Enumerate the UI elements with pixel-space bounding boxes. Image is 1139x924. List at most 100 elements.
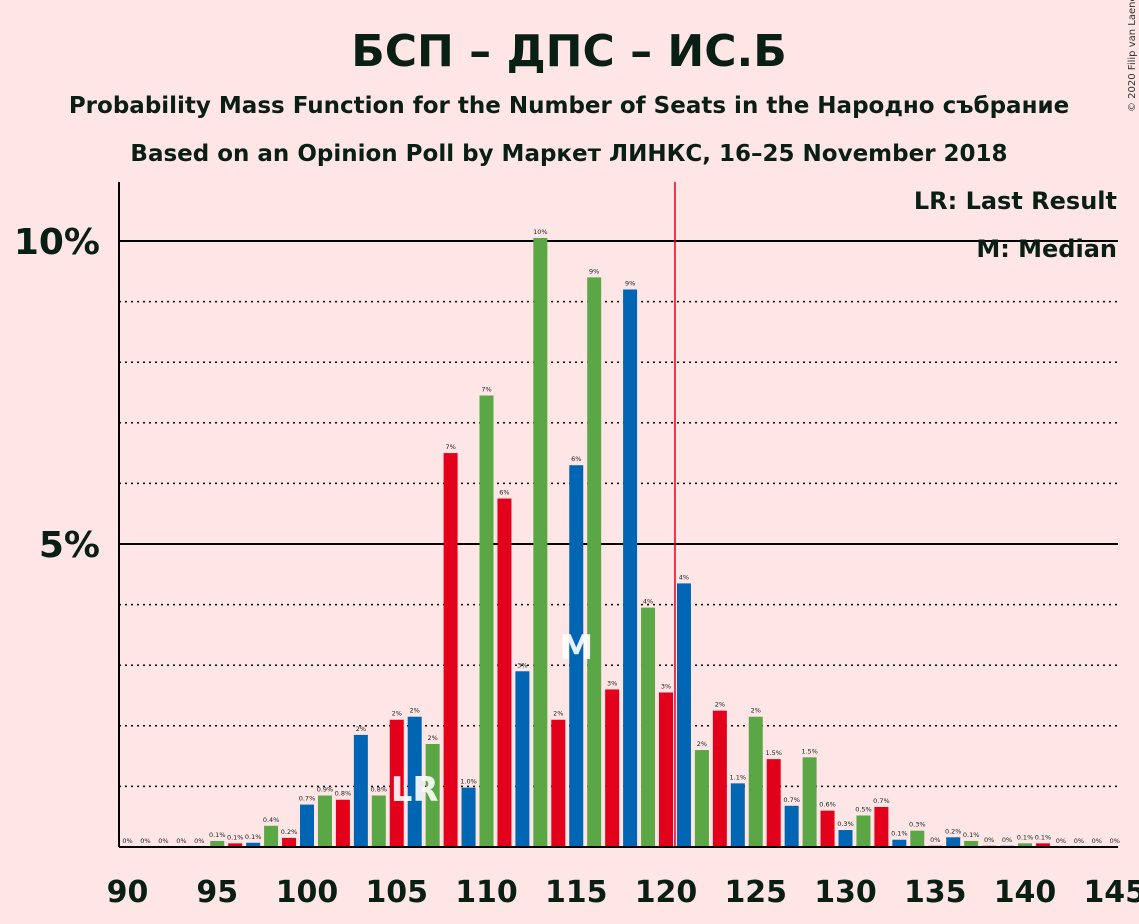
- bar-seat-129: [820, 810, 835, 847]
- x-tick-label: 95: [196, 875, 238, 910]
- x-tick-labels: 90 95 100 105 110 115 120 125 130 135 140 145: [107, 875, 1139, 910]
- data-label-seat-126: 1.5%: [765, 749, 782, 757]
- data-label-seat-104: 0.8%: [371, 785, 388, 793]
- x-tick-label: 120: [635, 875, 698, 910]
- bar-seat-114: [551, 719, 566, 847]
- x-tick-label: 105: [365, 875, 428, 910]
- x-tick-label: 110: [455, 875, 518, 910]
- bar-seat-103: [353, 734, 368, 847]
- data-label-seat-120: 3%: [661, 682, 671, 690]
- bar-seat-136: [946, 837, 961, 847]
- data-label-seat-107: 2%: [427, 734, 437, 742]
- copyright-note: © 2020 Filip van Laenen: [1127, 0, 1138, 112]
- data-label-seat-138: 0%: [984, 836, 994, 844]
- bar-seat-106: [407, 716, 422, 847]
- y-tick-label: 5%: [39, 525, 100, 566]
- bar-seat-113: [533, 237, 548, 848]
- bar-seat-134: [910, 830, 925, 847]
- bar-seat-110: [479, 395, 494, 847]
- data-label-seat-96: 0.1%: [227, 833, 244, 841]
- data-label-seat-115: 6%: [571, 455, 581, 463]
- bar-seat-121: [676, 583, 691, 847]
- data-label-seat-134: 0.3%: [909, 821, 926, 829]
- data-label-seat-113: 10%: [533, 228, 547, 236]
- legend-median: M: Median: [976, 235, 1117, 263]
- data-label-seat-130: 0.3%: [837, 820, 854, 828]
- data-labels-group: 0% 0% 0% 0% 0%0.1% 0.1% 0.1%0.4%0.2%0.7%0.9%0.…: [122, 228, 1120, 845]
- bars-group: [210, 237, 1050, 848]
- bar-seat-112: [515, 671, 530, 847]
- data-label-seat-135: 0%: [930, 836, 940, 844]
- bar-seat-98: [264, 825, 279, 847]
- x-tick-label: 125: [724, 875, 787, 910]
- chart-subtitle-source: Based on an Opinion Poll by Маркет ЛИНКС…: [130, 141, 1007, 167]
- bar-seat-101: [317, 795, 332, 847]
- bar-seat-105: [389, 719, 404, 847]
- bar-seat-130: [838, 830, 853, 847]
- data-label-seat-140: 0.1%: [1017, 833, 1034, 841]
- bar-seat-109: [461, 787, 476, 847]
- bar-seat-140: [1018, 843, 1032, 847]
- data-label-seat-110: 7%: [481, 386, 491, 394]
- data-label-seat-121: 4%: [679, 573, 689, 581]
- bar-seat-141: [1035, 843, 1050, 847]
- legend-last-result: LR: Last Result: [914, 187, 1117, 215]
- data-label-seat-117: 3%: [607, 679, 617, 687]
- data-label-seat-116: 9%: [589, 267, 599, 275]
- data-label-seat-114: 2%: [553, 710, 563, 718]
- data-label-seat-91: 0%: [140, 837, 150, 845]
- bar-seat-100: [300, 804, 314, 847]
- markers-group: LR M: [391, 628, 593, 810]
- median-marker: M: [559, 628, 593, 668]
- y-tick-label: 10%: [14, 222, 100, 263]
- data-label-seat-103: 2%: [356, 725, 366, 733]
- data-label-seat-99: 0.2%: [281, 828, 298, 836]
- bar-seat-128: [802, 757, 817, 847]
- bar-seat-95: [210, 840, 225, 847]
- data-label-seat-93: 0%: [176, 837, 186, 845]
- bar-seat-107: [425, 743, 440, 847]
- bar-seat-131: [856, 815, 871, 847]
- data-label-seat-98: 0.4%: [263, 816, 280, 824]
- data-label-seat-90: 0%: [122, 837, 132, 845]
- bar-seat-133: [892, 839, 907, 847]
- data-label-seat-137: 0.1%: [963, 831, 980, 839]
- data-label-seat-92: 0%: [158, 837, 168, 845]
- bar-seat-96: [228, 843, 243, 847]
- bar-seat-123: [712, 710, 727, 847]
- bar-seat-126: [766, 759, 781, 847]
- data-label-seat-97: 0.1%: [245, 833, 262, 841]
- x-tick-label: 130: [814, 875, 877, 910]
- bar-seat-124: [730, 783, 745, 847]
- data-label-seat-123: 2%: [715, 701, 725, 709]
- bar-seat-108: [443, 453, 458, 847]
- bar-seat-97: [246, 842, 261, 847]
- bar-seat-111: [497, 498, 512, 847]
- bar-seat-127: [784, 805, 799, 847]
- data-label-seat-105: 2%: [392, 710, 402, 718]
- data-label-seat-144: 0%: [1092, 837, 1102, 845]
- data-label-seat-94: 0%: [194, 837, 204, 845]
- data-label-seat-127: 0.7%: [783, 796, 800, 804]
- x-tick-label: 115: [545, 875, 608, 910]
- bar-seat-118: [623, 289, 638, 848]
- data-label-seat-106: 2%: [410, 707, 420, 715]
- bar-seat-119: [641, 607, 656, 847]
- bar-seat-137: [964, 840, 979, 847]
- data-label-seat-119: 4%: [643, 598, 653, 606]
- data-label-seat-95: 0.1%: [209, 831, 226, 839]
- x-tick-label: 135: [904, 875, 967, 910]
- bar-seat-132: [874, 807, 889, 847]
- data-label-seat-101: 0.9%: [317, 785, 334, 793]
- bar-seat-115: [569, 465, 584, 847]
- chart-title: БСП – ДПС – ИС.Б: [351, 26, 787, 77]
- data-label-seat-122: 2%: [697, 740, 707, 748]
- data-label-seat-118: 9%: [625, 279, 635, 287]
- data-label-seat-131: 0.5%: [855, 805, 872, 813]
- data-label-seat-102: 0.8%: [335, 790, 352, 798]
- data-label-seat-136: 0.2%: [945, 827, 962, 835]
- data-label-seat-145: 0%: [1110, 837, 1120, 845]
- data-label-seat-109: 1.0%: [460, 778, 477, 786]
- data-label-seat-142: 0%: [1056, 837, 1066, 845]
